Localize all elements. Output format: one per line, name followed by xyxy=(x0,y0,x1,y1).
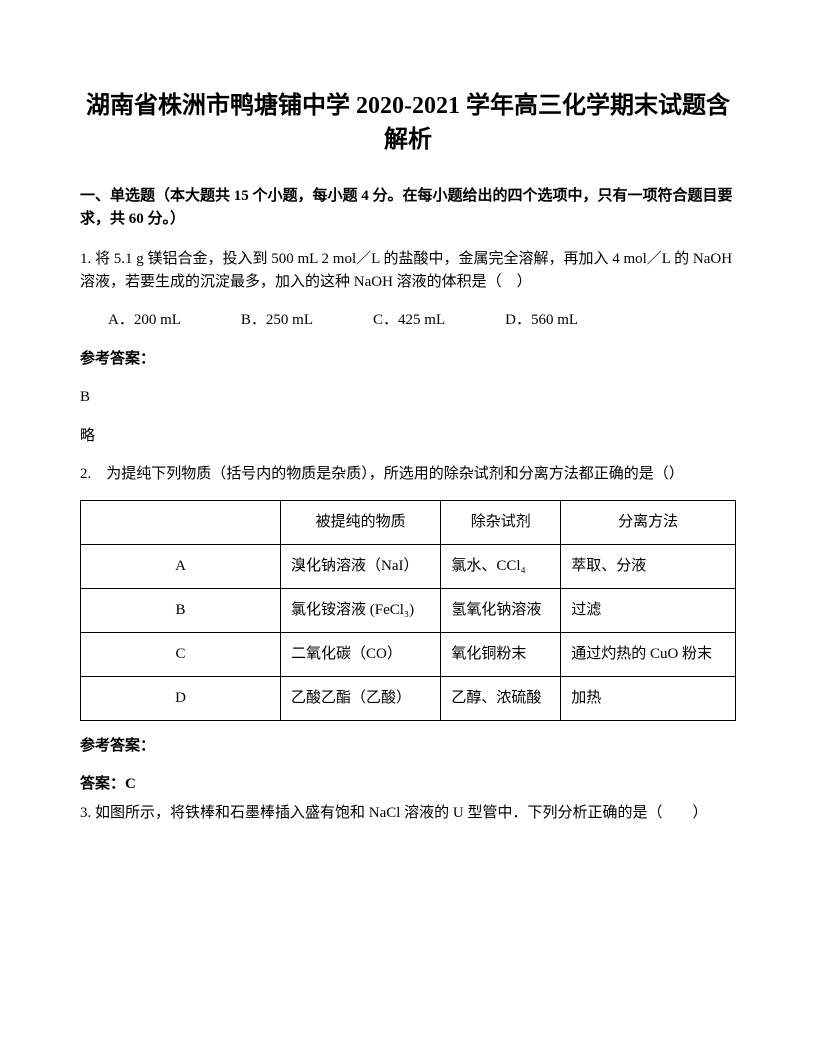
option-b: B．250 mL xyxy=(241,309,313,332)
question-1-abbr: 略 xyxy=(80,425,736,448)
table-header-blank xyxy=(81,500,281,544)
purification-table: 被提纯的物质 除杂试剂 分离方法 A 溴化钠溶液（NaI） 氯水、CCl₄ 萃取… xyxy=(80,500,736,721)
table-header-row: 被提纯的物质 除杂试剂 分离方法 xyxy=(81,500,736,544)
row-c-label: C xyxy=(81,632,281,676)
row-a-method: 萃取、分液 xyxy=(561,544,736,588)
table-header-substance: 被提纯的物质 xyxy=(281,500,441,544)
row-b-method: 过滤 xyxy=(561,588,736,632)
question-1-text: 1. 将 5.1 g 镁铝合金，投入到 500 mL 2 mol／L 的盐酸中，… xyxy=(80,248,736,293)
question-2-text: 2. 为提纯下列物质（括号内的物质是杂质），所选用的除杂试剂和分离方法都正确的是… xyxy=(80,463,736,486)
row-d-reagent: 乙醇、浓硫酸 xyxy=(441,676,561,720)
option-d: D．560 mL xyxy=(505,309,578,332)
row-b-substance: 氯化铵溶液 (FeCl₃) xyxy=(281,588,441,632)
row-a-substance: 溴化钠溶液（NaI） xyxy=(281,544,441,588)
row-b-reagent: 氢氧化钠溶液 xyxy=(441,588,561,632)
row-d-label: D xyxy=(81,676,281,720)
option-a: A．200 mL xyxy=(108,309,181,332)
question-2-answer: 答案：C xyxy=(80,773,736,796)
reference-answer-label-2: 参考答案： xyxy=(80,735,736,758)
question-1-answer: B xyxy=(80,386,736,409)
row-b-label: B xyxy=(81,588,281,632)
row-c-method: 通过灼热的 CuO 粉末 xyxy=(561,632,736,676)
table-row: C 二氧化碳（CO） 氧化铜粉末 通过灼热的 CuO 粉末 xyxy=(81,632,736,676)
table-row: B 氯化铵溶液 (FeCl₃) 氢氧化钠溶液 过滤 xyxy=(81,588,736,632)
page-title: 湖南省株洲市鸭塘铺中学 2020-2021 学年高三化学期末试题含解析 xyxy=(80,90,736,157)
row-a-label: A xyxy=(81,544,281,588)
row-c-substance: 二氧化碳（CO） xyxy=(281,632,441,676)
row-d-substance: 乙酸乙酯（乙酸） xyxy=(281,676,441,720)
question-1-options: A．200 mL B．250 mL C．425 mL D．560 mL xyxy=(80,309,736,332)
table-header-method: 分离方法 xyxy=(561,500,736,544)
row-a-reagent: 氯水、CCl₄ xyxy=(441,544,561,588)
table-header-reagent: 除杂试剂 xyxy=(441,500,561,544)
table-row: A 溴化钠溶液（NaI） 氯水、CCl₄ 萃取、分液 xyxy=(81,544,736,588)
reference-answer-label: 参考答案： xyxy=(80,348,736,371)
row-c-reagent: 氧化铜粉末 xyxy=(441,632,561,676)
section-heading: 一、单选题（本大题共 15 个小题，每小题 4 分。在每小题给出的四个选项中，只… xyxy=(80,185,736,230)
row-d-method: 加热 xyxy=(561,676,736,720)
table-row: D 乙酸乙酯（乙酸） 乙醇、浓硫酸 加热 xyxy=(81,676,736,720)
option-c: C．425 mL xyxy=(373,309,445,332)
question-3-text: 3. 如图所示，将铁棒和石墨棒插入盛有饱和 NaCl 溶液的 U 型管中．下列分… xyxy=(80,802,736,825)
